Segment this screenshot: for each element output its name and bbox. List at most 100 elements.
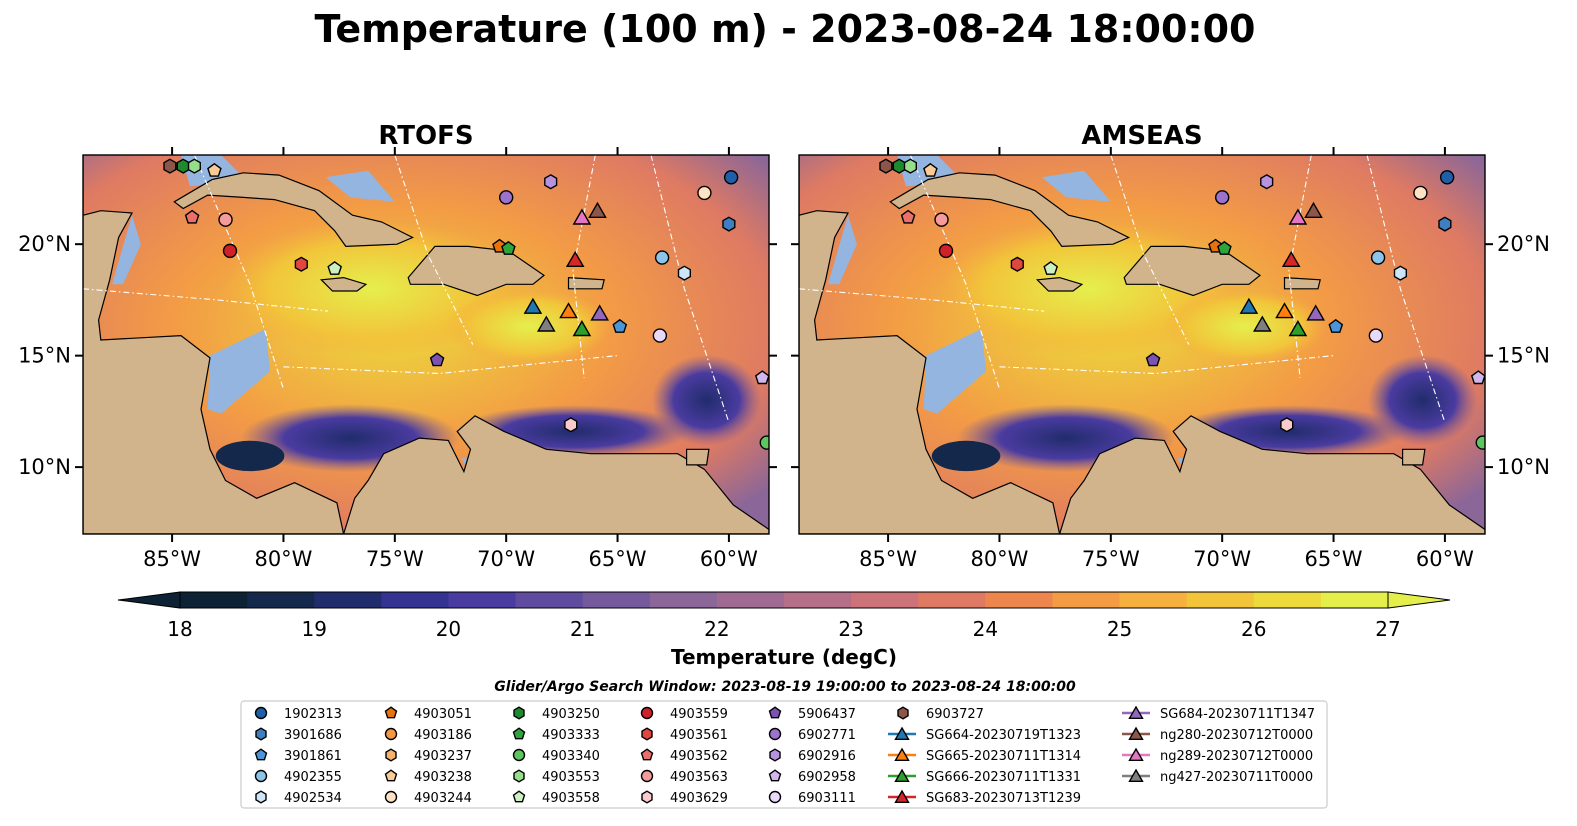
observation-4903558 — [1043, 261, 1059, 275]
observation-4903563 — [934, 212, 949, 227]
legend-label: 4903244 — [414, 791, 472, 806]
legend-label: SG666-20230711T1331 — [926, 770, 1081, 785]
legend-label: 3901686 — [284, 728, 342, 743]
y-tick-label: 20°N — [18, 232, 71, 256]
colorbar-segment — [448, 592, 517, 608]
legend-label: 4903333 — [542, 728, 600, 743]
observation-3901861 — [1328, 318, 1344, 333]
shallow-water — [207, 328, 271, 414]
colorbar-segment — [1186, 592, 1255, 608]
legend-marker — [768, 706, 782, 719]
x-tick-label: 85°W — [859, 547, 917, 571]
legend-label: 4903051 — [414, 707, 472, 722]
colorbar-tick-label: 24 — [973, 617, 998, 641]
legend-label: 4903563 — [670, 770, 728, 785]
colorbar-tick-label: 21 — [570, 617, 595, 641]
legend-marker — [512, 748, 526, 762]
observation-6903111 — [652, 328, 668, 343]
colorbar-segment — [314, 592, 382, 608]
legend-marker — [512, 727, 526, 740]
warm-region — [1162, 288, 1327, 365]
x-tick-label: 65°W — [589, 547, 647, 571]
legend-label: 4903558 — [542, 791, 600, 806]
cold-eddy — [931, 440, 1001, 472]
colorbar-segment — [649, 592, 718, 608]
legend-marker — [254, 769, 268, 783]
observation-4903561 — [1010, 256, 1024, 272]
eez-boundary — [799, 288, 1045, 312]
eez-boundary — [283, 355, 618, 375]
observation-6902958 — [754, 370, 769, 385]
legend-marker — [384, 790, 398, 804]
eez-boundary — [650, 155, 730, 423]
colorbar-segment — [1119, 592, 1188, 608]
legend-label: 6902958 — [798, 770, 856, 785]
colorbar-tick-label: 25 — [1107, 617, 1132, 641]
y-tick-label: 10°N — [18, 455, 71, 479]
legend-label: SG665-20230711T1314 — [926, 749, 1081, 764]
colorbar-segment — [851, 592, 919, 608]
x-tick-label: 70°W — [1193, 547, 1251, 571]
legend-marker — [768, 727, 782, 741]
shallow-water — [112, 215, 141, 285]
land — [173, 172, 415, 248]
land — [1035, 276, 1084, 292]
legend-label: 6903727 — [926, 707, 984, 722]
observation-4903558 — [327, 261, 343, 275]
x-tick-label: 80°W — [254, 547, 312, 571]
legend-marker — [640, 706, 654, 720]
x-tick-label: 85°W — [143, 547, 201, 571]
colorbar-segment — [381, 592, 449, 608]
legend-label: 4902534 — [284, 791, 342, 806]
observation-6903727 — [163, 158, 177, 174]
shallow-water — [1041, 170, 1111, 202]
colorbar-tick-label: 22 — [704, 617, 729, 641]
eez-boundary — [909, 155, 1001, 390]
colorbar-segment — [985, 592, 1053, 608]
legend: 1902313 3901686 3901861 4902355 4902534 49030… — [240, 700, 1328, 809]
colorbar-segment — [582, 592, 651, 608]
x-tick-label: 65°W — [1305, 547, 1363, 571]
observation-SG684-20230711T1347 — [1306, 304, 1326, 321]
legend-label: 4903559 — [670, 707, 728, 722]
legend-marker — [254, 748, 268, 761]
eez-boundary — [394, 155, 474, 345]
colorbar-tick-label: 27 — [1375, 617, 1400, 641]
legend-marker — [894, 768, 910, 782]
legend-label: ng427-20230711T0000 — [1160, 770, 1313, 785]
observation-ng427-20230711T0000 — [536, 315, 556, 332]
shallow-water — [325, 170, 395, 202]
observation-4903562 — [900, 209, 916, 224]
observation-ng289-20230712T0000 — [572, 208, 592, 225]
legend-marker — [513, 706, 525, 720]
colorbar-tick-label: 19 — [301, 617, 326, 641]
observation-5906437 — [429, 352, 445, 367]
x-tick-label: 60°W — [1416, 547, 1474, 571]
legend-label: 4903186 — [414, 728, 472, 743]
legend-marker — [894, 747, 910, 761]
eez-boundary — [1110, 155, 1190, 345]
legend-marker — [894, 726, 910, 740]
legend-marker — [894, 789, 910, 803]
observation-SG664-20230719T1323 — [1239, 297, 1259, 314]
legend-marker — [512, 790, 526, 803]
observation-4903238 — [923, 162, 938, 177]
legend-marker — [254, 706, 268, 720]
observation-4903562 — [184, 209, 200, 224]
observation-4903238 — [207, 162, 222, 177]
observation-3901861 — [612, 318, 628, 333]
colorbar-tick-label: 18 — [167, 617, 192, 641]
map-frame — [82, 154, 770, 535]
observation-1902313 — [723, 170, 739, 185]
observation-6902771 — [498, 190, 514, 205]
colorbar-segment — [716, 592, 785, 608]
cool-region — [651, 354, 762, 446]
legend-label: 6903111 — [798, 791, 856, 806]
x-tick-label: 75°W — [366, 547, 424, 571]
legend-marker — [641, 790, 653, 804]
observation-6902916 — [544, 174, 558, 190]
colorbar-segment — [247, 592, 315, 608]
colorbar-label: Temperature (degC) — [671, 645, 897, 669]
eez-boundary — [1288, 155, 1312, 378]
